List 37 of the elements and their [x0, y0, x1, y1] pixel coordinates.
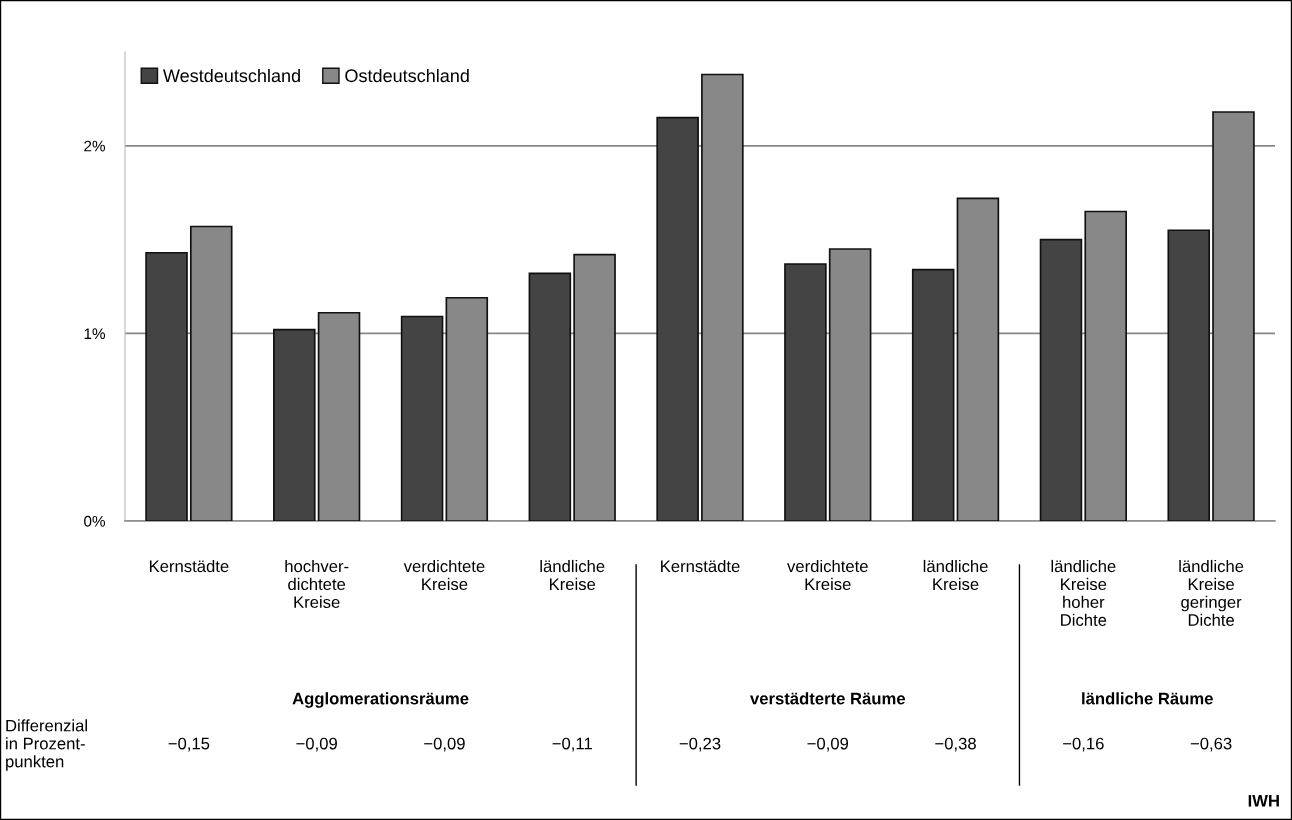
bar: [145, 251, 188, 521]
x-tick-label: Kernstädte: [149, 559, 229, 573]
text: −0,15: [168, 737, 210, 752]
text: −0,63: [1190, 737, 1232, 752]
bar: [656, 116, 699, 521]
bar: [1039, 238, 1083, 521]
x-tick-label: ländliche Kreise: [540, 559, 605, 591]
x-tick-label: ländliche Kreise: [923, 559, 988, 591]
bar: [1167, 229, 1211, 521]
text: −0,16: [1063, 737, 1104, 752]
y-tick-label: 2%: [84, 140, 106, 152]
y-tick-label: 0%: [84, 515, 106, 527]
x-tick-label: ländliche Kreise geringer Dichte: [1179, 559, 1244, 626]
text: Differenzial in Prozent- punkten: [6, 719, 87, 771]
text: IWH: [1248, 795, 1279, 807]
y-tick-label: 1%: [84, 328, 106, 340]
x-tick-label: verdichtete Kreise: [403, 559, 485, 591]
bar: [273, 328, 316, 521]
bar: [528, 272, 572, 521]
text: −0,11: [552, 737, 592, 752]
bar: [911, 268, 955, 521]
text: verstädterte Räume: [750, 692, 906, 705]
x-tick-label: Kernstädte: [661, 559, 740, 573]
legend-label: Ostdeutschland: [345, 68, 469, 83]
text: −0,09: [807, 737, 849, 752]
bar: [400, 315, 444, 521]
x-tick-label: verdichtete Kreise: [787, 559, 868, 591]
text: −0,09: [296, 737, 337, 752]
x-tick-label: hochver- dichtete Kreise: [285, 559, 349, 609]
x-tick-label: ländliche Kreise hoher Dichte: [1051, 559, 1116, 626]
text: −0,09: [424, 737, 465, 752]
text: ländliche Räume: [1082, 692, 1213, 705]
text: −0,38: [935, 737, 976, 752]
bar: [784, 263, 827, 521]
legend-label: Westdeutschland: [163, 68, 300, 83]
text: Agglomerationsräume: [292, 692, 469, 708]
text: −0,23: [679, 737, 721, 752]
